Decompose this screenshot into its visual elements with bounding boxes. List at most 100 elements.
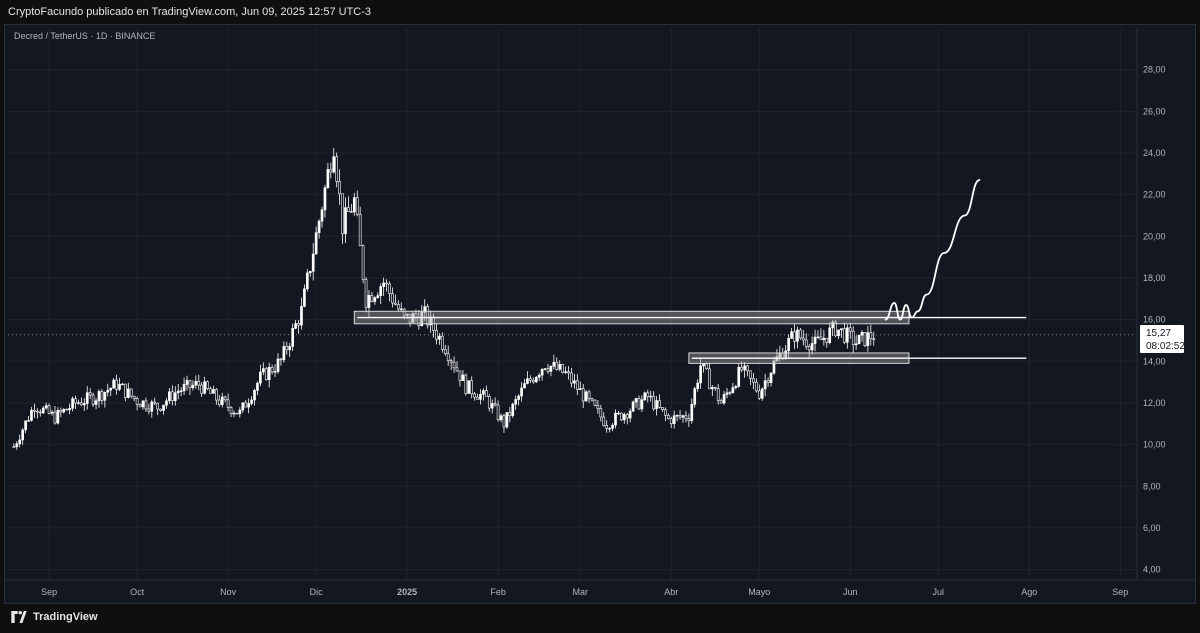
candle-body — [165, 400, 168, 406]
candle-body — [355, 197, 359, 215]
chart-area[interactable] — [4, 24, 1196, 604]
candle-body — [599, 408, 603, 418]
candle-body — [546, 368, 550, 372]
candle-body — [493, 403, 497, 406]
candle-body — [247, 403, 250, 408]
candle-body — [388, 283, 391, 294]
candle-body — [138, 404, 142, 408]
price-tick: 4,00 — [1143, 565, 1161, 575]
tradingview-logo-icon — [11, 611, 27, 623]
candle-body — [581, 388, 585, 402]
candle-body — [347, 207, 350, 212]
grid — [8, 28, 1136, 580]
candle-body — [822, 337, 826, 340]
candle-body — [350, 211, 353, 213]
candle-body — [109, 387, 113, 391]
candle-body — [153, 401, 157, 404]
candle-body — [755, 381, 758, 392]
candle-body — [485, 390, 488, 397]
candle-body — [631, 401, 635, 412]
candle-body — [696, 382, 699, 389]
candle-body — [708, 368, 711, 390]
candle-body — [47, 405, 51, 414]
candle-body — [103, 391, 107, 401]
candle-body — [705, 363, 708, 370]
candle-body — [866, 332, 870, 346]
candle-body — [220, 396, 224, 405]
candle-body — [332, 156, 336, 173]
candle-body — [649, 395, 653, 398]
candle-body — [625, 414, 629, 419]
candle-body — [567, 371, 570, 374]
candle-body — [837, 329, 840, 337]
candle-body — [250, 399, 253, 404]
candle-body — [273, 371, 277, 373]
candle-body — [787, 338, 790, 352]
candle-body — [496, 404, 500, 421]
time-tick: Dic — [310, 587, 323, 597]
candle-body — [490, 403, 494, 409]
candle-body — [115, 379, 118, 390]
candle-body — [658, 400, 661, 408]
price-tick: 22,00 — [1143, 190, 1166, 200]
candle-body — [790, 331, 793, 339]
candle-body — [100, 391, 104, 401]
candle-body — [215, 389, 218, 401]
candle-body — [229, 407, 233, 414]
candle-body — [614, 412, 617, 426]
candle-body — [144, 400, 148, 410]
candle-body — [793, 331, 796, 342]
candle-body — [358, 214, 362, 247]
tradingview-brand[interactable]: TradingView — [10, 611, 98, 623]
candle-body — [253, 390, 256, 401]
candle-body — [578, 388, 582, 390]
candle-body — [605, 425, 609, 429]
price-tick: 20,00 — [1143, 231, 1166, 241]
candle-body — [634, 398, 638, 403]
candle-body — [857, 334, 861, 345]
candle-body — [851, 330, 855, 346]
candle-body — [112, 379, 115, 389]
candle-body — [212, 389, 215, 394]
candle-body — [194, 381, 198, 386]
last-price-box — [1140, 325, 1184, 353]
candle-body — [135, 398, 139, 405]
candle-body — [796, 329, 799, 342]
candle-body — [576, 380, 579, 390]
price-tick: 18,00 — [1143, 273, 1166, 283]
candle-body — [176, 390, 180, 394]
candle-body — [464, 374, 468, 394]
candle-body — [666, 414, 670, 419]
candle-body — [168, 391, 171, 402]
candle-body — [573, 380, 576, 384]
symbol-info[interactable]: Decred / TetherUS · 1D · BINANCE — [14, 31, 156, 41]
candle-body — [517, 395, 520, 400]
candle-body — [455, 367, 459, 372]
candle-body — [261, 368, 265, 373]
candle-body — [74, 398, 77, 404]
candle-body — [452, 361, 456, 369]
candle-body — [294, 323, 297, 329]
candle-body — [831, 321, 834, 329]
candle-body — [59, 410, 63, 413]
candle-body — [276, 358, 280, 372]
time-tick: 2025 — [397, 587, 417, 597]
candle-body — [728, 392, 732, 394]
candle-body — [760, 388, 764, 399]
candle-body — [458, 370, 462, 381]
candle-body — [291, 328, 294, 347]
candle-body — [828, 327, 832, 343]
candle-body — [235, 412, 239, 415]
candle-body — [399, 308, 403, 311]
time-tick: Abr — [664, 587, 678, 597]
candle-body — [499, 415, 503, 421]
candle-body — [82, 403, 86, 406]
candle-body — [106, 389, 110, 393]
candle-body — [441, 335, 444, 350]
price-tick: 24,00 — [1143, 148, 1166, 158]
candle-body — [860, 332, 864, 336]
support-resistance-lines — [357, 316, 1027, 359]
candle-body — [819, 336, 823, 340]
candle-body — [617, 412, 620, 415]
